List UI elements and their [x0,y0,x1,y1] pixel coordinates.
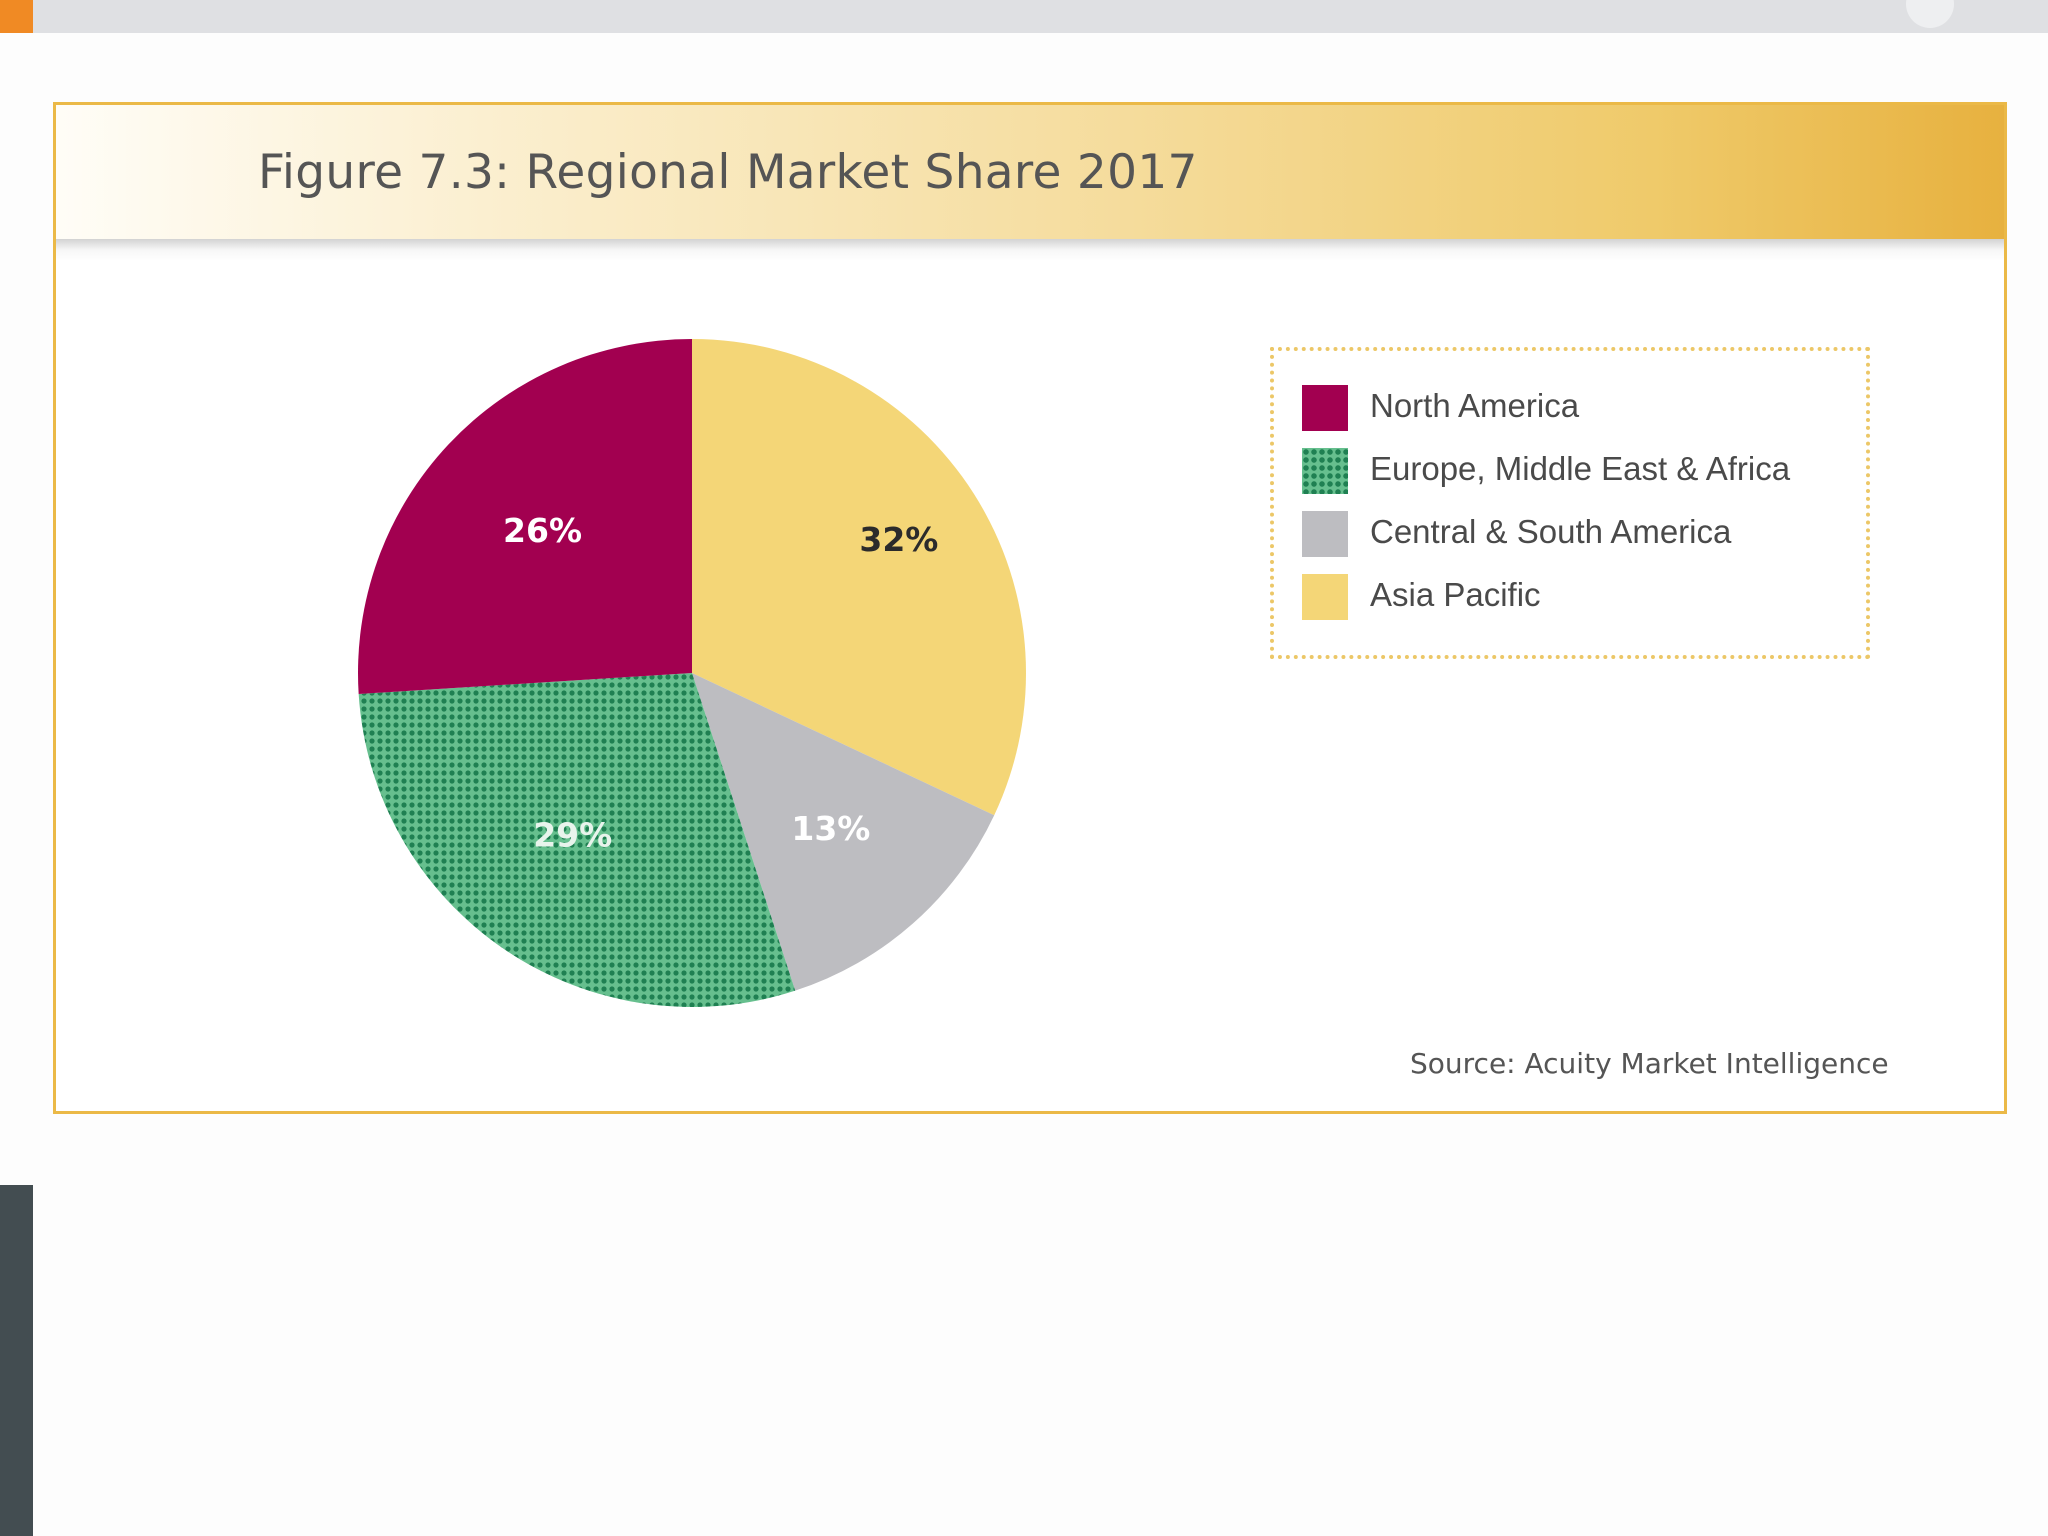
pie-labels: 32% 13% 29% 26% [503,511,938,854]
legend-swatch-central-south-america [1302,511,1348,557]
pie-slice-asia-pacific [692,339,1026,816]
pie-slices [358,339,1026,1008]
slice-label-north-america: 26% [503,511,582,550]
legend-label-asia-pacific: Asia Pacific [1370,576,1541,613]
top-strip [0,0,2048,33]
source-note: Source: Acuity Market Intelligence [1410,1047,1889,1080]
slice-label-asia-pacific: 32% [859,520,938,559]
legend-label-central-south-america: Central & South America [1370,513,1732,550]
pie-chart: 32% 13% 29% 26% [358,339,1026,1008]
side-bar [0,1185,33,1536]
slice-label-emea: 29% [533,815,612,854]
slice-label-central-south-america: 13% [791,809,870,848]
legend-item-asia-pacific: Asia Pacific [1302,574,1862,620]
orange-tab [0,0,33,33]
legend-swatch-asia-pacific [1302,574,1348,620]
legend-label-north-america: North America [1370,387,1580,424]
legend-item-emea: Europe, Middle East & Africa [1302,448,1862,494]
legend-label-emea: Europe, Middle East & Africa [1370,450,1791,487]
pie-slice-emea [358,673,796,1008]
figure-title: Figure 7.3: Regional Market Share 2017 [258,145,1198,200]
legend-item-north-america: North America [1302,385,1862,431]
pie-slice-north-america [358,339,692,694]
figure-header: Figure 7.3: Regional Market Share 2017 [56,105,2004,239]
legend: North America Europe, Middle East & Afri… [1270,347,1870,659]
legend-swatch-emea [1302,448,1348,494]
legend-item-central-south-america: Central & South America [1302,511,1862,557]
figure-card: Figure 7.3: Regional Market Share 2017 3… [53,102,2007,1114]
header-shadow [56,239,2004,261]
legend-swatch-north-america [1302,385,1348,431]
pie-slice-central-south-america [692,673,995,991]
